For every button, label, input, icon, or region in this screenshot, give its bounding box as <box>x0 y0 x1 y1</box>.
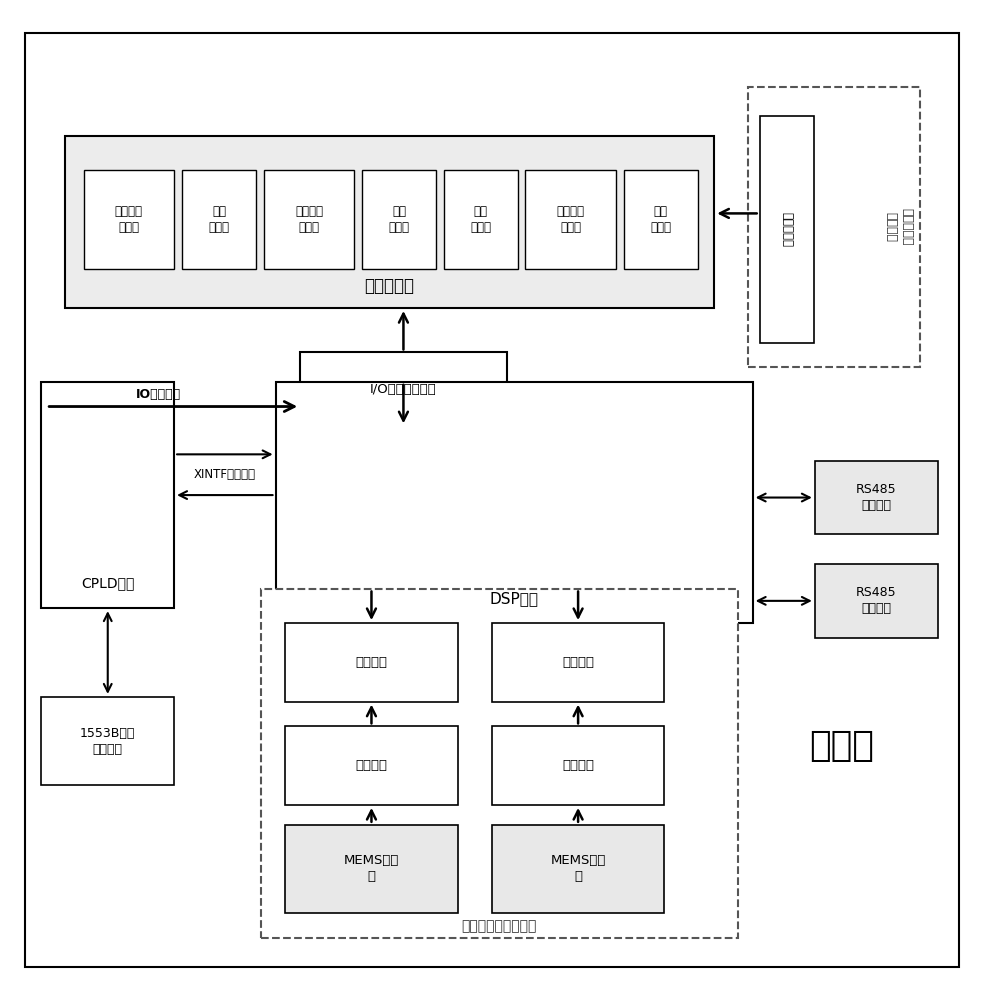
Text: 继电器电路: 继电器电路 <box>365 277 414 295</box>
Text: DSP电路: DSP电路 <box>490 591 538 606</box>
Bar <box>492 623 664 702</box>
Bar <box>285 726 458 805</box>
Text: 信号放大: 信号放大 <box>562 759 594 772</box>
Bar <box>362 170 436 269</box>
Text: 调理变换: 调理变换 <box>562 656 594 669</box>
Bar <box>84 170 174 269</box>
Bar <box>492 825 664 913</box>
Bar <box>276 382 753 623</box>
Text: 解保
继电器: 解保 继电器 <box>209 205 229 234</box>
Bar <box>264 170 354 269</box>
Text: 1553B总线
接口电路: 1553B总线 接口电路 <box>80 727 136 756</box>
Text: RS485
通讯电路: RS485 通讯电路 <box>856 586 896 615</box>
Bar <box>760 116 814 343</box>
Bar <box>815 461 938 534</box>
Text: IO使能信号: IO使能信号 <box>136 388 181 401</box>
Text: 调理变换: 调理变换 <box>355 656 388 669</box>
Bar <box>41 382 174 608</box>
Text: 准备抛罩
继电器: 准备抛罩 继电器 <box>295 205 323 234</box>
Text: 过载识别
继电器: 过载识别 继电器 <box>115 205 143 234</box>
Bar <box>285 825 458 913</box>
Bar <box>65 136 714 308</box>
Text: I/O输出驱动电路: I/O输出驱动电路 <box>370 383 437 396</box>
Bar <box>815 564 938 638</box>
Bar <box>300 352 507 426</box>
Text: 点火继电器: 点火继电器 <box>780 212 793 247</box>
Bar <box>525 170 616 269</box>
Bar <box>444 170 518 269</box>
Text: CPLD电路: CPLD电路 <box>81 577 135 591</box>
Bar <box>261 589 738 938</box>
Bar <box>748 87 920 367</box>
Text: 一级环境力
识别电路: 一级环境力 识别电路 <box>884 208 913 246</box>
Text: 准备自毁
继电器: 准备自毁 继电器 <box>557 205 584 234</box>
Text: 自毁
继电器: 自毁 继电器 <box>650 205 671 234</box>
Text: 信号放大: 信号放大 <box>355 759 388 772</box>
Bar <box>285 623 458 702</box>
Text: MEMS传感
器: MEMS传感 器 <box>550 854 606 884</box>
Bar <box>182 170 256 269</box>
Text: 引控器: 引控器 <box>809 729 874 763</box>
Text: 引爆
继电器: 引爆 继电器 <box>470 205 491 234</box>
Bar <box>41 697 174 785</box>
Text: XINTF总线接口: XINTF总线接口 <box>194 468 256 481</box>
Bar <box>492 726 664 805</box>
Bar <box>624 170 698 269</box>
Text: RS485
通讯电路: RS485 通讯电路 <box>856 483 896 512</box>
Text: 二级环境力识别电路: 二级环境力识别电路 <box>461 919 537 933</box>
Text: MEMS传感
器: MEMS传感 器 <box>343 854 400 884</box>
Text: 抛罩
继电器: 抛罩 继电器 <box>389 205 409 234</box>
